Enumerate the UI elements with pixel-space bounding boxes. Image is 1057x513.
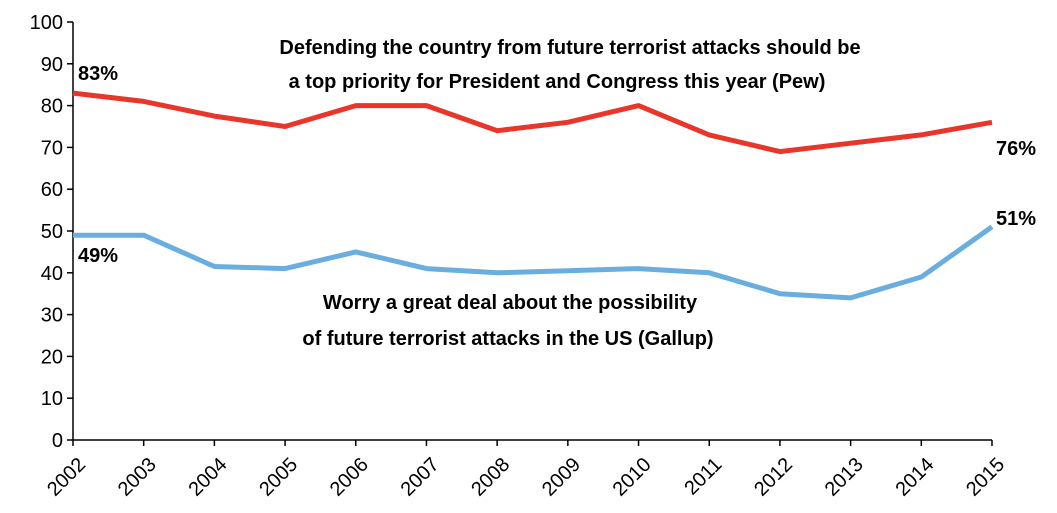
x-tick-label: 2012	[750, 454, 797, 501]
y-tick-label: 100	[30, 12, 63, 34]
x-tick-label: 2009	[538, 454, 585, 501]
x-tick-label: 2011	[680, 454, 726, 500]
x-tick-label: 2004	[185, 454, 232, 501]
gallup-series-line	[73, 224, 994, 301]
x-tick-label: 2013	[821, 454, 868, 501]
y-tick-label: 40	[41, 263, 63, 285]
pew-start-label: 83%	[78, 63, 118, 85]
x-tick-label: 2008	[467, 454, 514, 501]
y-tick-label: 60	[41, 179, 63, 201]
x-tick-label: 2007	[397, 454, 444, 501]
y-tick-label: 70	[41, 137, 63, 159]
x-tick-label: 2005	[255, 454, 302, 501]
gallup-end-label: 51%	[996, 208, 1036, 230]
x-tick-label: 2002	[43, 454, 90, 501]
x-tick-label: 2010	[609, 454, 656, 501]
x-tick-label: 2015	[962, 454, 1009, 501]
gallup-start-label: 49%	[78, 245, 118, 267]
x-axis: 2002 2003 2004 2005 2006 2007 2008 2009 2010 2011…	[43, 439, 1009, 501]
x-tick-label: 2006	[326, 454, 373, 501]
y-tick-label: 10	[41, 388, 63, 410]
y-tick-label: 50	[41, 221, 63, 243]
x-tick-label: 2003	[114, 454, 161, 501]
y-tick-label: 0	[52, 430, 63, 452]
series-layer	[72, 90, 994, 301]
pew-end-label: 76%	[996, 138, 1036, 160]
gallup-annotation-line-2: of future terrorist attacks in the US (G…	[302, 328, 713, 350]
y-tick-label: 90	[41, 54, 63, 76]
pew-series-line	[72, 90, 993, 155]
gallup-annotation-line-1: Worry a great deal about the possibility	[323, 292, 698, 314]
y-tick-label: 30	[41, 305, 63, 327]
pew-annotation-line-2: a top priority for President and Congres…	[289, 71, 826, 93]
y-axis: 0 10 20 30 40 50 60 70 80 90 100	[30, 12, 74, 452]
x-tick-label: 2014	[891, 454, 938, 501]
y-tick-label: 20	[41, 346, 63, 368]
pew-annotation-line-1: Defending the country from future terror…	[279, 37, 860, 59]
y-tick-label: 80	[41, 96, 63, 118]
